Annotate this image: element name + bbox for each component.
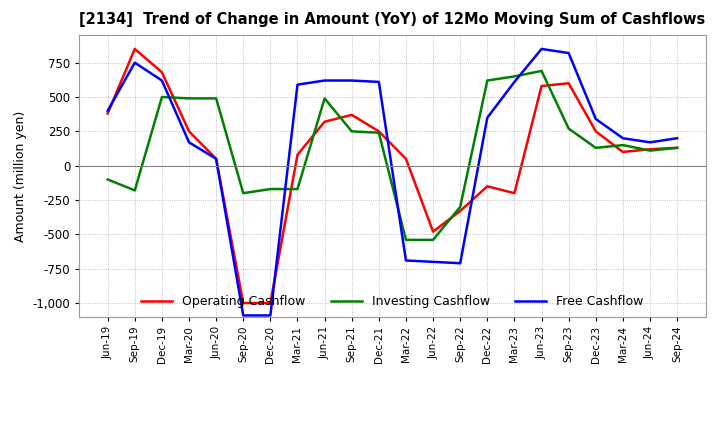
Investing Cashflow [564,126,573,131]
Operating Cashflow [537,84,546,89]
Investing Cashflow [510,74,518,79]
Free Cashflow [618,136,627,141]
Investing Cashflow [591,145,600,150]
Operating Cashflow [402,156,410,161]
Free Cashflow [456,260,464,266]
Investing Cashflow [130,188,139,193]
Free Cashflow [672,136,681,141]
Operating Cashflow [374,129,383,134]
Investing Cashflow [348,129,356,134]
Operating Cashflow [428,229,437,234]
Operating Cashflow [239,301,248,306]
Free Cashflow [239,313,248,318]
Investing Cashflow [456,204,464,209]
Operating Cashflow [320,119,329,125]
Legend: Operating Cashflow, Investing Cashflow, Free Cashflow: Operating Cashflow, Investing Cashflow, … [136,290,649,313]
Investing Cashflow [293,187,302,192]
Operating Cashflow [130,46,139,51]
Free Cashflow [266,313,275,318]
Y-axis label: Amount (million yen): Amount (million yen) [14,110,27,242]
Free Cashflow [212,156,220,161]
Free Cashflow [537,46,546,51]
Investing Cashflow [185,96,194,101]
Operating Cashflow [510,191,518,196]
Line: Operating Cashflow: Operating Cashflow [108,49,677,303]
Free Cashflow [591,116,600,121]
Free Cashflow [564,51,573,56]
Free Cashflow [510,79,518,84]
Operating Cashflow [564,81,573,86]
Investing Cashflow [239,191,248,196]
Investing Cashflow [402,237,410,242]
Investing Cashflow [104,177,112,182]
Investing Cashflow [320,96,329,101]
Free Cashflow [158,78,166,83]
Free Cashflow [320,78,329,83]
Investing Cashflow [212,96,220,101]
Free Cashflow [130,60,139,65]
Operating Cashflow [618,149,627,154]
Investing Cashflow [266,187,275,192]
Operating Cashflow [646,147,654,152]
Free Cashflow [374,79,383,84]
Free Cashflow [402,258,410,263]
Line: Free Cashflow: Free Cashflow [108,49,677,315]
Investing Cashflow [646,148,654,153]
Free Cashflow [483,115,492,120]
Free Cashflow [293,82,302,87]
Investing Cashflow [618,143,627,148]
Investing Cashflow [672,145,681,150]
Operating Cashflow [158,70,166,75]
Investing Cashflow [374,130,383,136]
Free Cashflow [348,78,356,83]
Line: Investing Cashflow: Investing Cashflow [108,71,677,240]
Investing Cashflow [483,78,492,83]
Free Cashflow [104,108,112,114]
Operating Cashflow [456,209,464,214]
Investing Cashflow [428,237,437,242]
Investing Cashflow [537,68,546,73]
Operating Cashflow [104,111,112,116]
Investing Cashflow [158,94,166,99]
Operating Cashflow [672,145,681,150]
Operating Cashflow [293,152,302,158]
Title: [2134]  Trend of Change in Amount (YoY) of 12Mo Moving Sum of Cashflows: [2134] Trend of Change in Amount (YoY) o… [79,12,706,27]
Operating Cashflow [591,129,600,134]
Free Cashflow [185,140,194,145]
Free Cashflow [428,259,437,264]
Operating Cashflow [185,129,194,134]
Operating Cashflow [212,156,220,161]
Operating Cashflow [348,112,356,117]
Free Cashflow [646,140,654,145]
Operating Cashflow [483,183,492,189]
Operating Cashflow [266,301,275,306]
